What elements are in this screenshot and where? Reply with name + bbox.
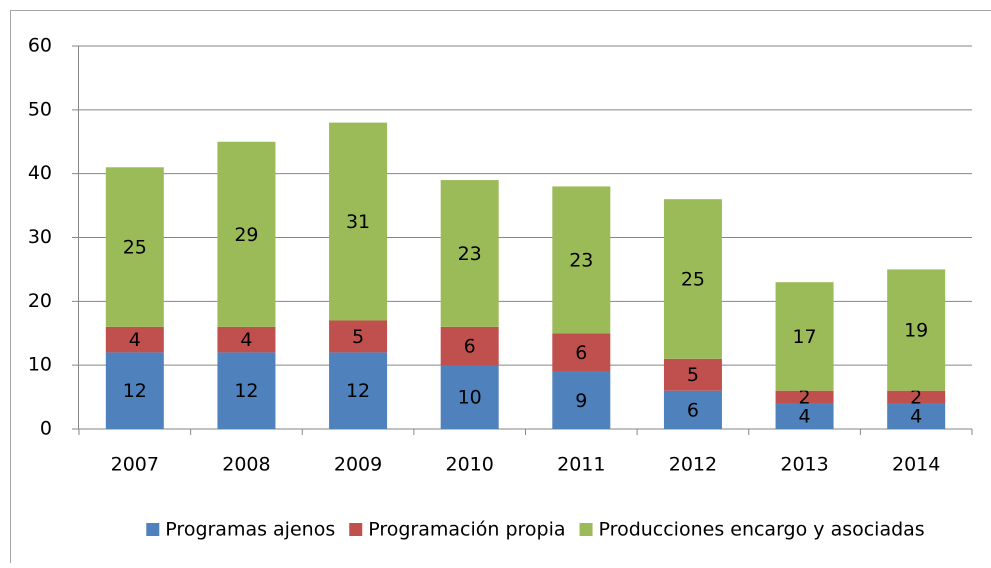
data-label: 9: [575, 390, 587, 412]
y-tick-label: 10: [28, 354, 52, 376]
data-label: 17: [792, 326, 816, 348]
x-tick-label: 2009: [334, 454, 382, 476]
legend-swatch: [349, 523, 362, 536]
legend-swatch: [146, 523, 159, 536]
x-tick-label: 2011: [557, 454, 605, 476]
data-label: 19: [904, 320, 928, 342]
x-tick-label: 2013: [780, 454, 828, 476]
data-label: 4: [799, 406, 811, 428]
data-label: 31: [346, 211, 370, 233]
data-label: 4: [240, 329, 252, 351]
y-tick-label: 0: [40, 418, 52, 440]
y-tick-label: 30: [28, 226, 52, 248]
data-label: 23: [569, 249, 593, 271]
data-label: 10: [458, 387, 482, 409]
y-tick-label: 20: [28, 290, 52, 312]
x-tick-label: 2014: [892, 454, 940, 476]
data-label: 4: [129, 329, 141, 351]
y-tick-label: 40: [28, 162, 52, 184]
data-label: 6: [464, 336, 476, 358]
data-label: 6: [687, 399, 699, 421]
data-label: 25: [123, 237, 147, 259]
legend-label: Programación propia: [368, 519, 565, 541]
legend-label: Producciones encargo y asociadas: [599, 519, 925, 541]
data-label: 29: [234, 224, 258, 246]
y-tick-label: 50: [28, 98, 52, 120]
data-label: 25: [681, 268, 705, 290]
data-label: 5: [687, 364, 699, 386]
data-label: 6: [575, 342, 587, 364]
data-label: 5: [352, 326, 364, 348]
y-tick-label: 60: [28, 35, 52, 57]
data-label: 4: [910, 406, 922, 428]
x-tick-label: 2010: [446, 454, 494, 476]
x-tick-label: 2012: [669, 454, 717, 476]
x-tick-label: 2008: [222, 454, 270, 476]
data-label: 12: [346, 380, 370, 402]
legend-label: Programas ajenos: [165, 519, 335, 541]
legend-swatch: [580, 523, 593, 536]
data-label: 12: [123, 380, 147, 402]
data-label: 12: [234, 380, 258, 402]
data-label: 23: [458, 243, 482, 265]
x-tick-label: 2007: [111, 454, 159, 476]
